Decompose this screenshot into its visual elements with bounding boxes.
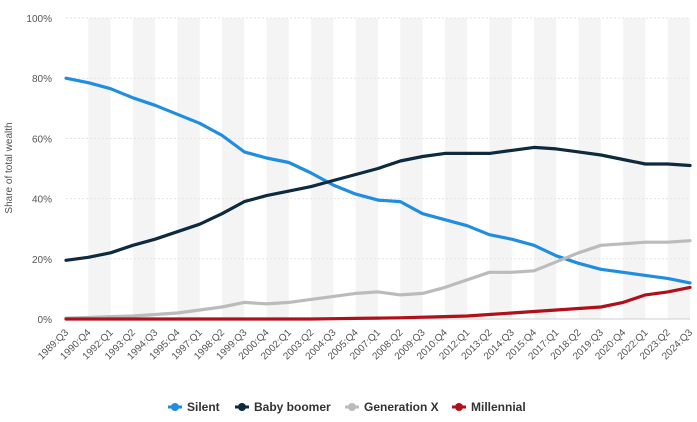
series-line-generation-x [64,239,692,320]
legend-marker [348,403,356,411]
legend-label: Millennial [471,400,526,414]
band [88,18,111,319]
band [355,18,378,319]
legend-marker [238,403,246,411]
band [578,18,601,319]
band [266,18,289,319]
legend-label: Silent [187,400,220,414]
background-bands [88,18,690,319]
band [311,18,334,319]
y-tick-labels: 0% 20% 40% 60% 80% 100% [26,14,52,326]
band [667,18,690,319]
band [132,18,156,319]
x-tick-labels: 1989:Q31990:Q41992:Q11993:Q21994:Q31995:… [36,327,695,362]
legend-marker [455,403,463,411]
legend-item-silent[interactable]: Silent [168,400,220,414]
y-axis-label: Share of total wealth [4,122,15,213]
band [177,18,200,319]
y-tick-label: 80% [32,74,52,85]
series-line-silent [64,76,692,285]
legend-item-millennial[interactable]: Millennial [452,400,526,414]
legend-label: Baby boomer [254,400,331,414]
legend-marker [171,403,179,411]
y-tick-label: 100% [26,14,52,25]
band [489,18,512,319]
y-tick-label: 20% [32,255,52,266]
legend-item-generation-x[interactable]: Generation X [345,400,439,414]
legend-label: Generation X [364,400,439,414]
series-line-baby-boomer [64,145,692,262]
band [444,18,468,319]
series-lines [64,76,692,321]
legend-item-baby-boomer[interactable]: Baby boomer [235,400,331,414]
y-tick-label: 60% [32,134,52,145]
band [400,18,423,319]
series-line-millennial [64,285,692,321]
band [222,18,245,319]
y-tick-label: 40% [32,195,52,206]
y-tick-label: 0% [38,315,53,326]
band [534,18,557,319]
legend: Silent Baby boomer Generation X Millennial [168,400,526,414]
